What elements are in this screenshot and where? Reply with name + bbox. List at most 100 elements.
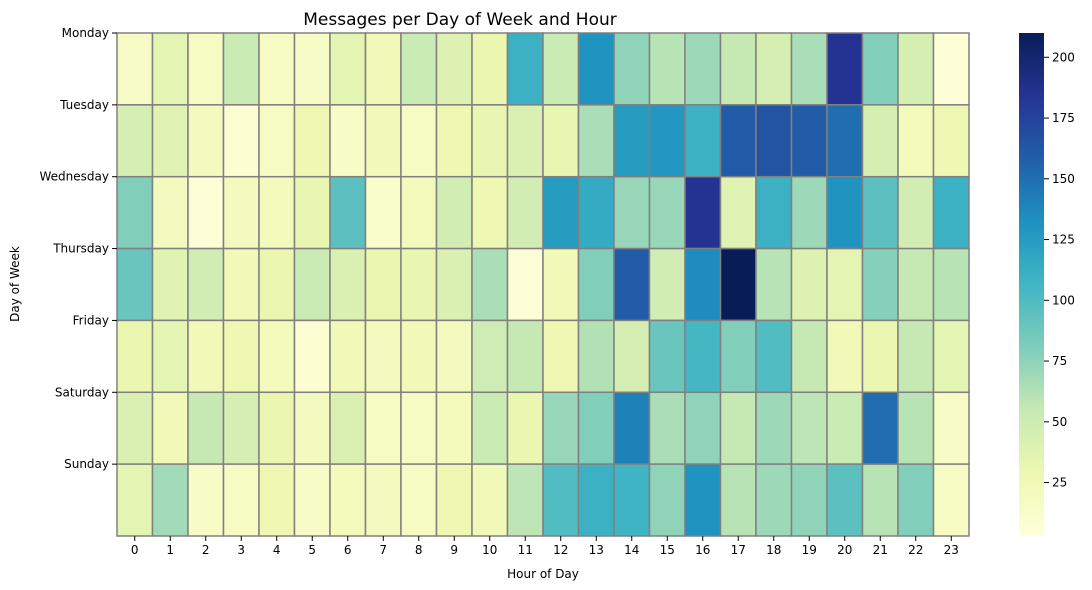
heatmap-cell	[719, 104, 757, 178]
heatmap-cell	[506, 175, 544, 250]
heatmap-cell	[187, 247, 225, 322]
heatmap-cell	[684, 463, 722, 537]
heatmap-cell	[293, 247, 331, 322]
heatmap-cell	[471, 391, 509, 465]
heatmap-cell	[755, 319, 793, 394]
colorbar-tick-label: 200	[1052, 50, 1075, 64]
heatmap-cell	[861, 175, 899, 250]
heatmap-cell	[684, 247, 722, 322]
colorbar-tick-label: 125	[1052, 233, 1075, 247]
heatmap-cell	[364, 104, 402, 178]
x-tick-label: 7	[379, 543, 387, 557]
heatmap-cell	[826, 319, 864, 394]
heatmap-cell	[613, 32, 651, 106]
heatmap-cell	[861, 319, 899, 394]
heatmap-cell	[222, 175, 260, 250]
colorbar-tick-label: 25	[1052, 476, 1067, 490]
x-tick-label: 11	[518, 543, 533, 557]
heatmap-cell	[222, 32, 260, 106]
colorbar-ticks: 25 50 75 100 125 150 175 200	[1044, 50, 1075, 490]
heatmap-cell	[755, 391, 793, 465]
x-tick-label: 10	[482, 543, 497, 557]
heatmap-cell	[151, 32, 189, 106]
heatmap-cell	[506, 104, 544, 178]
heatmap-cell	[116, 32, 154, 106]
y-tick-label: Tuesday	[59, 98, 109, 112]
heatmap-cell	[435, 247, 473, 322]
heatmap-cell	[293, 104, 331, 178]
heatmap-cell	[329, 247, 367, 322]
heatmap-cell	[648, 319, 686, 394]
x-tick-label: 4	[273, 543, 281, 557]
x-axis: 0 1 2 3 4 5 6 7 8 9 10 11 12 13 14 15 16 17 18 19 20 21 22 23	[131, 536, 959, 557]
heatmap-cell	[329, 463, 367, 537]
heatmap-cell	[400, 319, 438, 394]
heatmap-cell	[932, 319, 970, 394]
heatmap-cell	[755, 32, 793, 106]
heatmap-cell	[116, 391, 154, 465]
heatmap-cell	[116, 319, 154, 394]
heatmap-cells	[116, 32, 970, 537]
heatmap-cell	[684, 319, 722, 394]
heatmap-cell	[471, 32, 509, 106]
heatmap-cell	[258, 391, 296, 465]
heatmap-cell	[506, 247, 544, 322]
heatmap-cell	[577, 175, 615, 250]
heatmap-cell	[932, 391, 970, 465]
heatmap-cell	[222, 104, 260, 178]
heatmap-cell	[222, 391, 260, 465]
heatmap-cell	[790, 391, 828, 465]
y-tick-label: Monday	[62, 26, 109, 40]
heatmap-cell	[435, 175, 473, 250]
heatmap-cell	[400, 247, 438, 322]
x-tick-label: 12	[553, 543, 568, 557]
heatmap-cell	[364, 463, 402, 537]
heatmap-cell	[897, 32, 935, 106]
heatmap-cell	[755, 463, 793, 537]
x-tick-label: 19	[802, 543, 817, 557]
heatmap-cell	[613, 391, 651, 465]
heatmap-cell	[648, 175, 686, 250]
colorbar-tick-label: 100	[1052, 293, 1075, 307]
heatmap-cell	[222, 463, 260, 537]
heatmap-cell	[151, 175, 189, 250]
x-tick-label: 9	[450, 543, 458, 557]
heatmap-cell	[861, 247, 899, 322]
y-tick-label: Sunday	[64, 457, 109, 471]
x-tick-label: 13	[589, 543, 604, 557]
y-axis-label: Day of Week	[8, 246, 22, 322]
heatmap-cell	[790, 463, 828, 537]
heatmap-cell	[648, 104, 686, 178]
x-tick-label: 20	[837, 543, 852, 557]
heatmap-cell	[506, 391, 544, 465]
heatmap-cell	[364, 32, 402, 106]
heatmap-cell	[400, 104, 438, 178]
heatmap-cell	[293, 463, 331, 537]
heatmap-cell	[435, 32, 473, 106]
heatmap-cell	[684, 391, 722, 465]
heatmap-cell	[897, 391, 935, 465]
heatmap-cell	[187, 463, 225, 537]
heatmap-cell	[861, 463, 899, 537]
heatmap-cell	[258, 463, 296, 537]
heatmap-cell	[826, 104, 864, 178]
heatmap-cell	[577, 391, 615, 465]
heatmap-cell	[542, 104, 580, 178]
heatmap-cell	[719, 247, 757, 322]
heatmap-cell	[364, 319, 402, 394]
heatmap-cell	[790, 104, 828, 178]
heatmap-cell	[435, 104, 473, 178]
heatmap-cell	[719, 175, 757, 250]
heatmap-cell	[400, 391, 438, 465]
heatmap-cell	[826, 463, 864, 537]
heatmap-cell	[542, 463, 580, 537]
heatmap-cell	[719, 463, 757, 537]
heatmap-cell	[329, 104, 367, 178]
heatmap-cell	[187, 391, 225, 465]
heatmap-cell	[258, 175, 296, 250]
heatmap-cell	[293, 391, 331, 465]
heatmap-cell	[364, 247, 402, 322]
heatmap-cell	[719, 391, 757, 465]
heatmap-cell	[648, 32, 686, 106]
colorbar-tick-label: 75	[1052, 354, 1067, 368]
